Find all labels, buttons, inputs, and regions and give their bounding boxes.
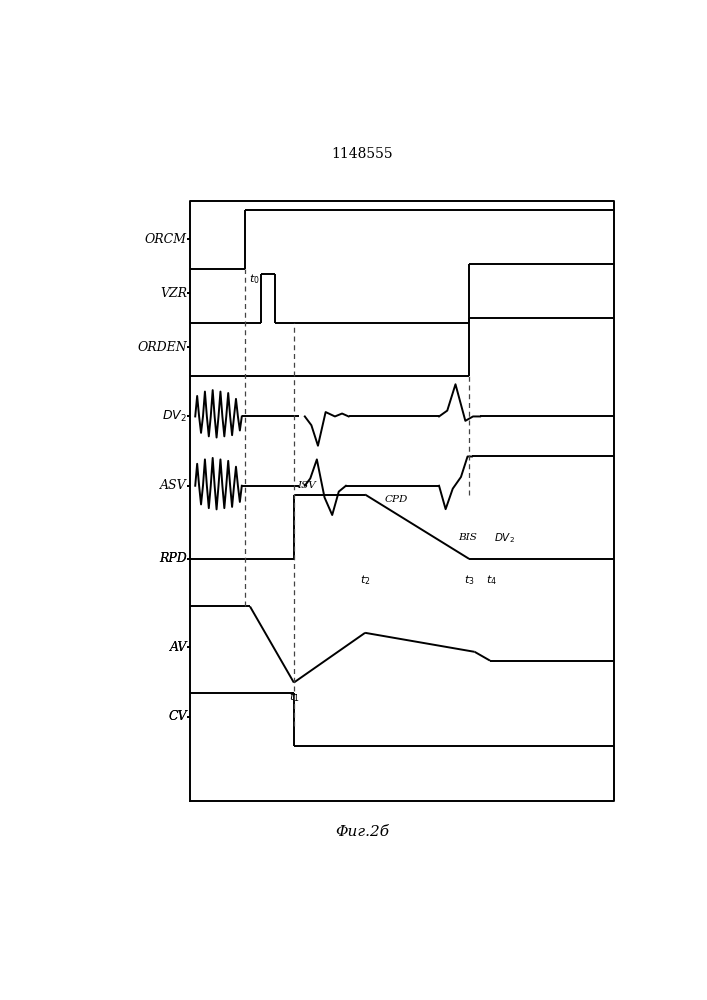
Text: CV: CV	[168, 710, 187, 723]
Text: ORCM: ORCM	[145, 233, 187, 246]
Text: 1148555: 1148555	[332, 147, 393, 161]
Text: AV: AV	[170, 641, 187, 654]
Text: RPD: RPD	[159, 552, 187, 565]
Text: $t_1$: $t_1$	[288, 690, 299, 704]
Text: BIS: BIS	[458, 533, 477, 542]
Text: $DV_2$: $DV_2$	[162, 409, 187, 424]
Text: RPD: RPD	[159, 552, 187, 565]
Text: CPD: CPD	[385, 495, 408, 504]
Text: ISV: ISV	[297, 481, 316, 490]
Text: $DV_2$: $DV_2$	[494, 531, 515, 545]
Text: $t_3$: $t_3$	[464, 573, 474, 587]
Text: $t_4$: $t_4$	[486, 573, 496, 587]
Text: ORDEN: ORDEN	[137, 341, 187, 354]
Text: AV: AV	[170, 641, 187, 654]
Text: $t_0$: $t_0$	[249, 272, 259, 286]
Text: Φиг.2б: Φиг.2б	[335, 825, 390, 839]
Text: $t_2$: $t_2$	[360, 573, 370, 587]
Text: ASV: ASV	[160, 479, 187, 492]
Text: VZR: VZR	[160, 287, 187, 300]
Text: CV: CV	[168, 710, 187, 723]
